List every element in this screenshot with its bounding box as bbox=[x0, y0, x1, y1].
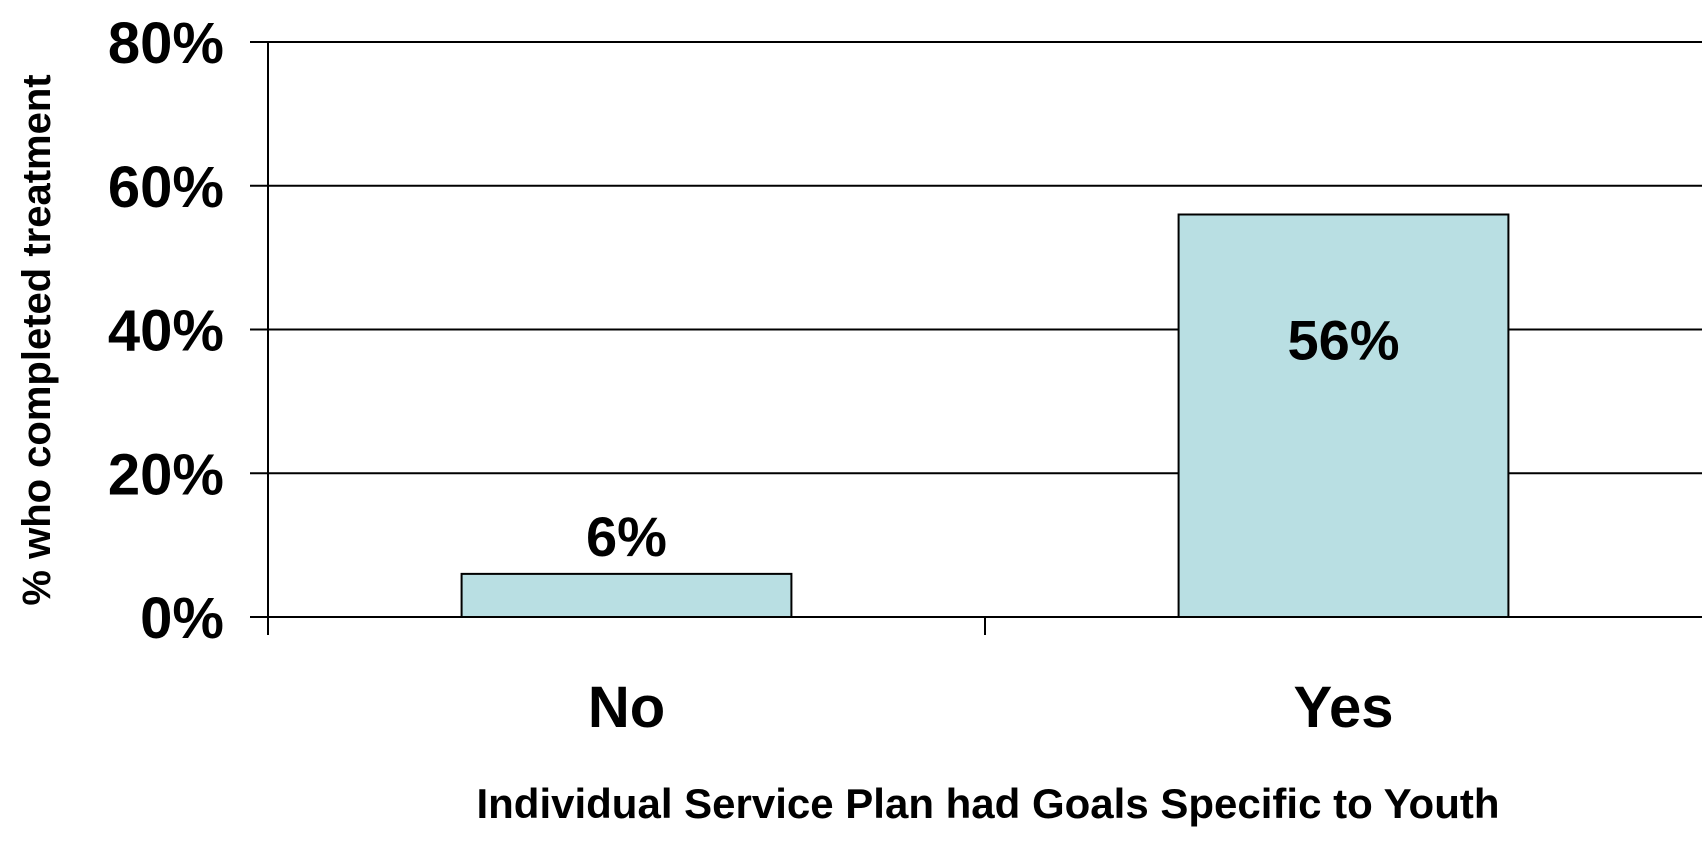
labels-layer: 0% 20% 40% 60% 80% 6% No 56% Yes bbox=[108, 11, 1400, 740]
data-label-yes: 56% bbox=[1287, 308, 1399, 371]
x-tick-label-yes: Yes bbox=[1294, 675, 1394, 740]
bar-yes bbox=[1177, 213, 1510, 618]
y-tick-label: 0% bbox=[140, 586, 224, 651]
y-axis-title: % who completed treatment bbox=[15, 74, 59, 605]
x-axis-title: Individual Service Plan had Goals Specif… bbox=[476, 780, 1499, 827]
data-label-no: 6% bbox=[586, 505, 667, 568]
y-tick-label: 60% bbox=[108, 155, 224, 220]
y-tick-label: 40% bbox=[108, 299, 224, 364]
y-tick-label: 20% bbox=[108, 442, 224, 507]
y-tick-label: 80% bbox=[108, 11, 224, 76]
axis-layer bbox=[250, 41, 1702, 635]
bar-no bbox=[460, 572, 793, 618]
x-tick-label-no: No bbox=[588, 675, 665, 740]
